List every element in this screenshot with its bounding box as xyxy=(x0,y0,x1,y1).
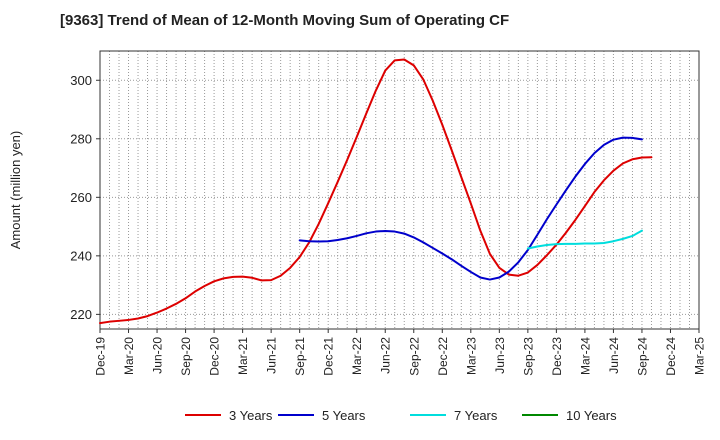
series-line-5-years xyxy=(298,136,643,281)
x-tick-label: Dec-20 xyxy=(208,337,222,376)
x-tick-label: Mar-22 xyxy=(350,337,364,375)
y-tick-label: 260 xyxy=(70,190,92,205)
x-tick-label: Dec-19 xyxy=(94,337,108,376)
y-tick-label: 240 xyxy=(70,248,92,263)
x-tick-label: Jun-21 xyxy=(265,337,279,374)
legend: 3 Years 5 Years 7 Years 10 Years xyxy=(0,405,720,425)
legend-swatch xyxy=(185,414,221,416)
legend-item-3-years: 3 Years xyxy=(185,405,272,425)
x-tick-label: Sep-20 xyxy=(179,337,193,376)
y-tick-label: 280 xyxy=(70,131,92,146)
chart-title: [9363] Trend of Mean of 12-Month Moving … xyxy=(60,12,510,29)
y-axis: 220 240 260 280 300 xyxy=(70,73,100,322)
legend-item-10-years: 10 Years xyxy=(522,405,617,425)
legend-label: 5 Years xyxy=(322,407,366,423)
x-tick-label: Jun-23 xyxy=(493,337,507,374)
grid-layer xyxy=(100,51,699,329)
x-tick-label: Dec-21 xyxy=(322,337,336,376)
x-tick-label: Jun-22 xyxy=(379,337,393,374)
legend-item-7-years: 7 Years xyxy=(410,405,497,425)
x-axis: Dec-19 Mar-20 Jun-20 Sep-20 Dec-20 Mar-21 Jun-… xyxy=(94,329,707,376)
x-tick-label: Jun-20 xyxy=(151,337,165,374)
x-tick-label: Mar-24 xyxy=(578,337,592,375)
y-axis-label: Amount (million yen) xyxy=(8,131,23,250)
plot-frame xyxy=(99,50,700,330)
x-tick-label: Jun-24 xyxy=(607,337,621,374)
x-tick-label: Sep-21 xyxy=(293,337,307,376)
x-tick-label: Mar-21 xyxy=(236,337,250,375)
y-tick-label: 220 xyxy=(70,307,92,322)
x-tick-label: Sep-23 xyxy=(521,337,535,376)
x-tick-label: Sep-22 xyxy=(407,337,421,376)
legend-label: 3 Years xyxy=(229,407,273,423)
legend-item-5-years: 5 Years xyxy=(278,405,365,425)
legend-swatch xyxy=(522,414,558,416)
series-line-7-years xyxy=(526,229,643,250)
y-tick-label: 300 xyxy=(70,73,92,88)
series-line-3-years xyxy=(99,58,653,325)
x-tick-label: Dec-22 xyxy=(436,337,450,376)
x-tick-label: Dec-23 xyxy=(550,337,564,376)
legend-swatch xyxy=(278,414,314,416)
x-tick-label: Mar-25 xyxy=(693,337,707,375)
x-tick-label: Mar-23 xyxy=(464,337,478,375)
legend-swatch xyxy=(410,414,446,416)
legend-label: 7 Years xyxy=(454,407,498,423)
x-tick-label: Sep-24 xyxy=(635,337,649,376)
series-layer xyxy=(99,58,653,325)
x-tick-label: Mar-20 xyxy=(122,337,136,375)
legend-label: 10 Years xyxy=(566,407,617,423)
x-tick-label: Dec-24 xyxy=(664,337,678,376)
